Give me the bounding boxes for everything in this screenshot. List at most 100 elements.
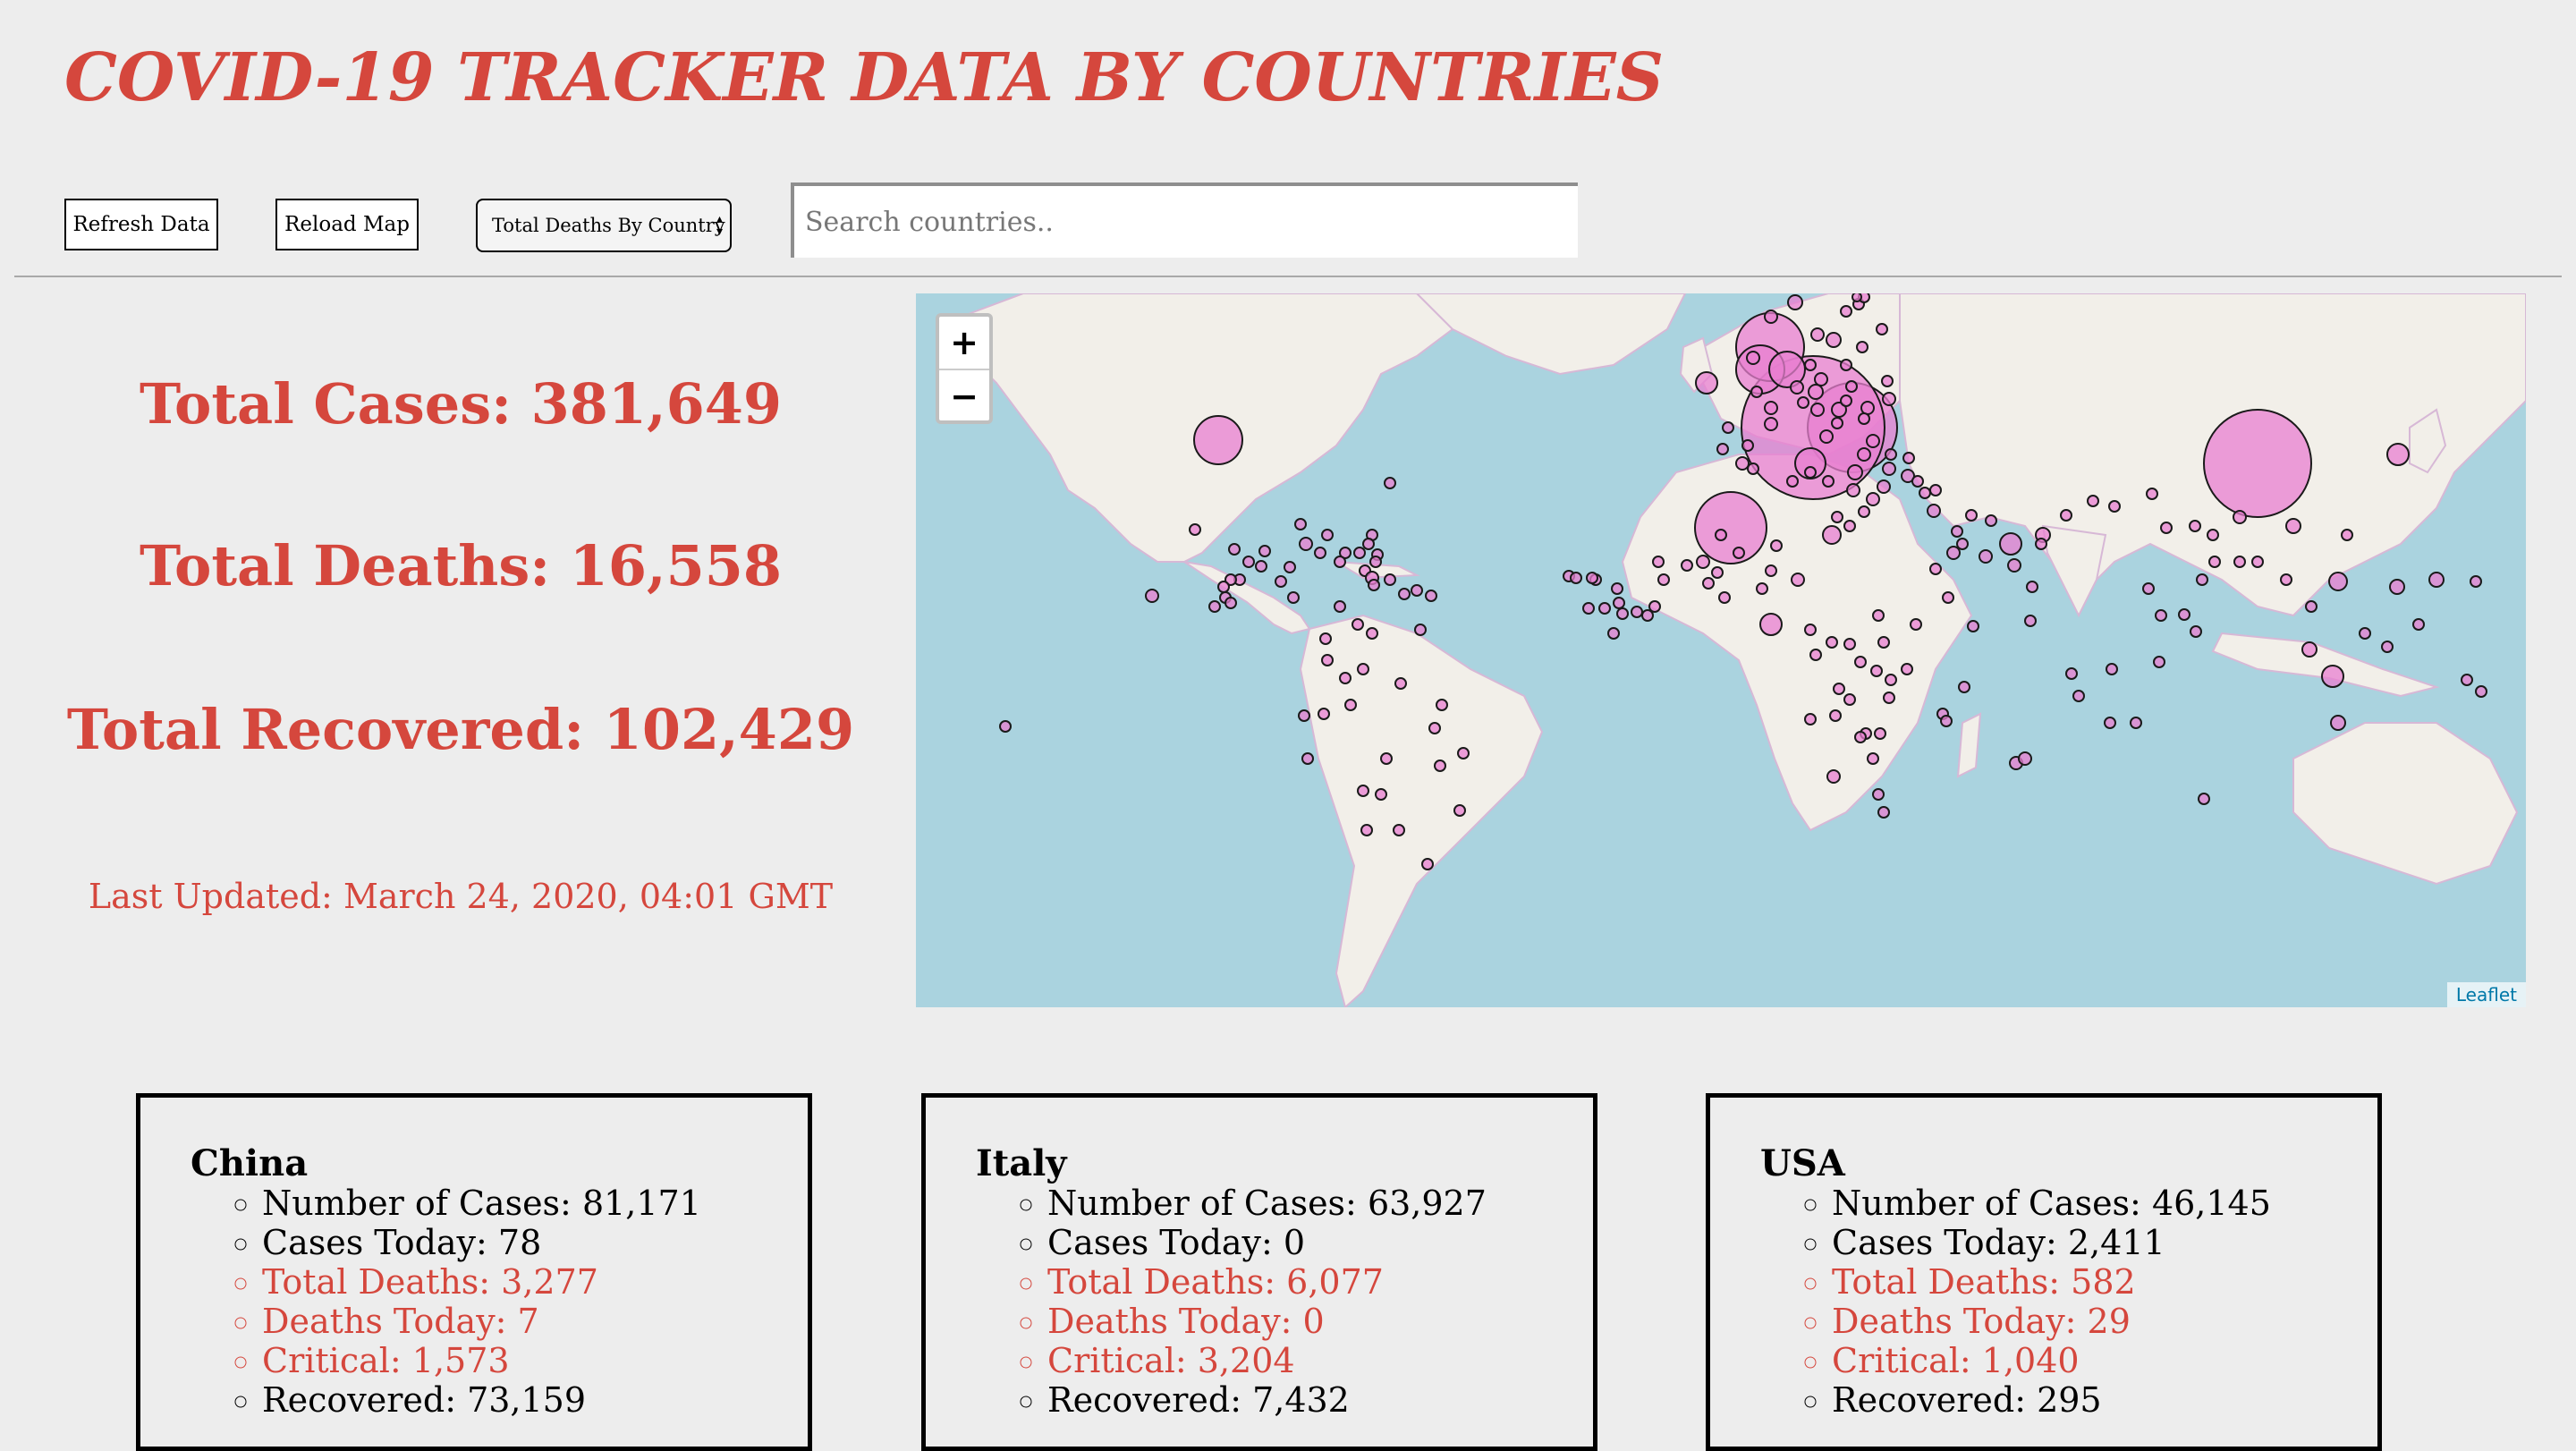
country-marker[interactable]: [1840, 359, 1852, 371]
country-marker[interactable]: [1843, 638, 1856, 650]
country-marker[interactable]: [1616, 607, 1629, 620]
country-marker[interactable]: [2026, 581, 2038, 593]
country-marker[interactable]: [1750, 386, 1763, 398]
country-marker[interactable]: [1874, 727, 1886, 740]
country-marker[interactable]: [2190, 625, 2202, 638]
country-marker[interactable]: [1927, 504, 1941, 518]
country-marker[interactable]: [1696, 555, 1710, 569]
country-marker[interactable]: [2196, 573, 2208, 586]
zoom-in-button[interactable]: +: [939, 317, 989, 370]
country-marker[interactable]: [1866, 434, 1880, 448]
country-marker[interactable]: [1641, 609, 1654, 622]
country-marker[interactable]: [1999, 532, 2022, 556]
country-marker[interactable]: [1804, 624, 1817, 636]
country-marker[interactable]: [1764, 310, 1778, 324]
country-marker[interactable]: [1929, 484, 1942, 496]
country-marker[interactable]: [999, 720, 1012, 733]
country-marker[interactable]: [1733, 547, 1745, 559]
country-marker[interactable]: [2470, 575, 2482, 588]
country-marker[interactable]: [1284, 561, 1296, 573]
world-map[interactable]: + − Leaflet: [916, 293, 2526, 1007]
country-marker[interactable]: [1607, 627, 1620, 640]
country-marker[interactable]: [2106, 663, 2118, 675]
country-marker[interactable]: [1321, 654, 1334, 666]
country-marker[interactable]: [1314, 547, 1326, 559]
country-marker[interactable]: [2160, 522, 2173, 534]
country-marker[interactable]: [1956, 538, 1969, 550]
country-marker[interactable]: [1833, 683, 1845, 695]
country-marker[interactable]: [1398, 588, 1411, 600]
country-marker[interactable]: [1294, 518, 1307, 530]
country-marker[interactable]: [1829, 709, 1842, 722]
country-marker[interactable]: [1858, 505, 1870, 518]
country-marker[interactable]: [1768, 351, 1806, 388]
country-marker[interactable]: [1582, 602, 1595, 615]
country-marker[interactable]: [1255, 560, 1267, 573]
country-marker[interactable]: [1831, 511, 1843, 523]
country-marker[interactable]: [1910, 618, 1922, 631]
country-marker[interactable]: [1746, 351, 1760, 365]
country-marker[interactable]: [2233, 510, 2247, 524]
country-marker[interactable]: [1958, 681, 1970, 693]
country-marker[interactable]: [1318, 708, 1330, 720]
country-marker[interactable]: [2153, 656, 2165, 668]
country-marker[interactable]: [1967, 620, 1979, 632]
country-marker[interactable]: [1453, 804, 1466, 817]
country-marker[interactable]: [1847, 464, 1863, 480]
country-marker[interactable]: [1380, 752, 1393, 765]
country-marker[interactable]: [1217, 581, 1230, 593]
country-marker[interactable]: [1979, 549, 1993, 564]
map-metric-select[interactable]: Total Deaths By Country ▴ ▾: [476, 199, 732, 252]
country-marker[interactable]: [1840, 395, 1852, 407]
country-marker[interactable]: [1145, 589, 1159, 603]
country-marker[interactable]: [1287, 591, 1300, 604]
country-marker[interactable]: [1877, 636, 1890, 649]
country-marker[interactable]: [1384, 477, 1396, 489]
country-marker[interactable]: [1339, 547, 1352, 559]
country-marker[interactable]: [1810, 327, 1825, 342]
country-marker[interactable]: [1946, 546, 1961, 560]
country-marker[interactable]: [1858, 412, 1870, 425]
country-marker[interactable]: [1852, 293, 1862, 302]
country-marker[interactable]: [2280, 573, 2292, 586]
country-marker[interactable]: [1787, 294, 1803, 310]
country-marker[interactable]: [1436, 699, 1448, 711]
country-marker[interactable]: [1258, 545, 1271, 557]
country-marker[interactable]: [2065, 667, 2078, 680]
country-marker[interactable]: [1375, 788, 1387, 801]
country-marker[interactable]: [1434, 759, 1446, 772]
country-marker[interactable]: [1876, 323, 1888, 335]
country-marker[interactable]: [1702, 577, 1715, 590]
country-marker[interactable]: [1854, 656, 1867, 668]
country-marker[interactable]: [1902, 452, 1915, 464]
country-marker[interactable]: [1856, 341, 1868, 353]
country-marker[interactable]: [1860, 401, 1875, 415]
country-marker[interactable]: [2104, 717, 2116, 729]
country-marker[interactable]: [1411, 584, 1423, 597]
country-marker[interactable]: [1394, 677, 1407, 690]
country-marker[interactable]: [1770, 539, 1783, 552]
country-marker[interactable]: [1790, 380, 1804, 395]
country-marker[interactable]: [1360, 824, 1373, 836]
country-marker[interactable]: [1882, 392, 1896, 406]
country-marker[interactable]: [1735, 456, 1750, 471]
country-marker[interactable]: [1428, 722, 1441, 734]
country-marker[interactable]: [2007, 558, 2021, 573]
country-marker[interactable]: [1457, 747, 1470, 759]
country-marker[interactable]: [1648, 600, 1661, 613]
country-marker[interactable]: [1872, 788, 1885, 801]
reload-map-button[interactable]: Reload Map: [275, 199, 419, 250]
country-marker[interactable]: [1353, 547, 1366, 559]
country-marker[interactable]: [2301, 641, 2318, 658]
country-marker[interactable]: [1985, 514, 1997, 527]
country-marker[interactable]: [1369, 556, 1382, 568]
country-marker[interactable]: [1321, 529, 1334, 541]
country-marker[interactable]: [1741, 439, 1754, 452]
country-marker[interactable]: [1613, 597, 1625, 609]
country-marker[interactable]: [2146, 488, 2158, 500]
country-marker[interactable]: [1857, 447, 1871, 462]
country-marker[interactable]: [1901, 469, 1915, 483]
country-marker[interactable]: [1872, 609, 1885, 622]
country-marker[interactable]: [1901, 663, 1913, 675]
country-marker[interactable]: [1831, 417, 1843, 429]
